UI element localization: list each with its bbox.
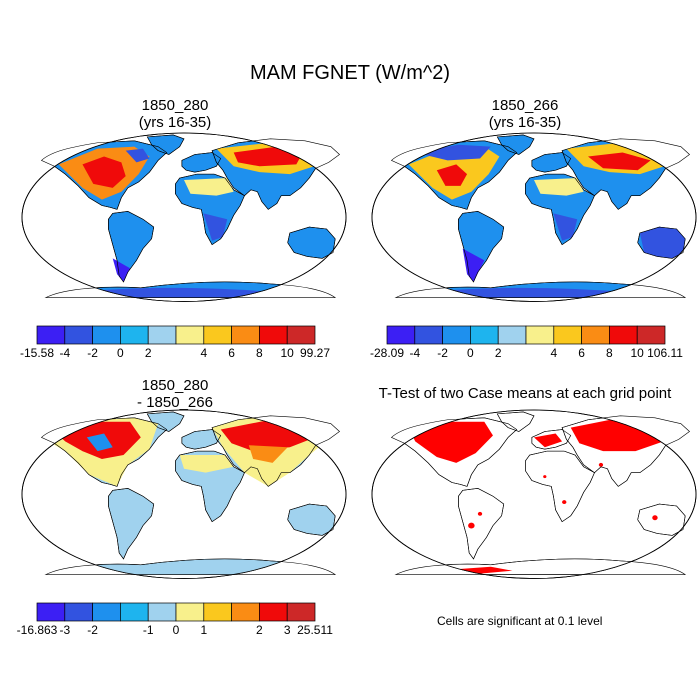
colorbar-tick-label: 8 (256, 346, 263, 360)
panel1-map (21, 132, 347, 302)
colorbar-swatch (120, 325, 149, 345)
panel4-title-line1: T-Test of two Case means at each grid po… (378, 385, 672, 402)
colorbar-tick-label: -1 (142, 623, 154, 637)
colorbar-swatch (147, 325, 177, 345)
colorbar-swatch (231, 325, 260, 345)
panel1-colorbar (36, 325, 316, 345)
colorbar-swatch (36, 602, 66, 622)
colorbar-tick-label: -3 (59, 623, 71, 637)
colorbar-tick-label: -4 (59, 346, 71, 360)
panel3-title: 1850_280 - 1850_266 (75, 377, 275, 411)
colorbar-swatch (286, 602, 316, 622)
colorbar-tick-label: -2 (87, 623, 98, 637)
panel2-map (371, 132, 697, 302)
colorbar-swatch (414, 325, 443, 345)
colorbar-tick-label: 0 (117, 346, 124, 360)
colorbar-tick-label: 0 (172, 623, 180, 637)
colorbar-tick-label: -15.58 (19, 346, 55, 360)
colorbar-swatch (64, 602, 93, 622)
colorbar-swatch (470, 325, 499, 345)
panel2-title: 1850_266 (yrs 16-35) (425, 97, 625, 131)
colorbar-tick-label: 6 (228, 346, 235, 360)
colorbar-swatch (286, 325, 316, 345)
panel4-title: T-Test of two Case means at each grid po… (350, 385, 700, 402)
colorbar-tick-label: -16.863 (16, 623, 58, 637)
colorbar-tick-label: 2 (256, 623, 263, 637)
colorbar-tick-label: -2 (87, 346, 98, 360)
colorbar-tick-label: 10 (280, 346, 294, 360)
colorbar-swatch (175, 325, 205, 345)
panel1-title: 1850_280 (yrs 16-35) (75, 97, 275, 131)
colorbar-tick-label: 4 (550, 346, 558, 360)
colorbar-swatch (36, 325, 66, 345)
colorbar-tick-label: 106.11 (647, 346, 683, 360)
panel2-title-line2: (yrs 16-35) (488, 114, 562, 131)
panel2-title-line1: 1850_266 (491, 97, 559, 114)
colorbar-swatch (231, 602, 260, 622)
panel4-map (371, 409, 697, 579)
colorbar-swatch (386, 325, 416, 345)
colorbar-swatch (259, 325, 288, 345)
panel1-title-line2: (yrs 16-35) (138, 114, 212, 131)
colorbar-swatch (64, 325, 93, 345)
colorbar-tick-label: 0 (467, 346, 474, 360)
colorbar-swatch (147, 602, 177, 622)
colorbar-tick-label: -28.09 (369, 346, 405, 360)
colorbar-tick-label: 8 (606, 346, 613, 360)
colorbar-tick-label: 10 (630, 346, 644, 360)
colorbar-tick-label: 2 (494, 346, 502, 360)
significance-note: Cells are significant at 0.1 level (437, 614, 603, 628)
colorbar-swatch (609, 325, 638, 345)
colorbar-swatch (92, 602, 121, 622)
colorbar-swatch (442, 325, 471, 345)
colorbar-tick-label: 1 (200, 623, 208, 637)
colorbar-tick-label: 3 (283, 623, 291, 637)
colorbar-tick-label: 6 (578, 346, 585, 360)
panel3-colorbar (36, 602, 316, 622)
colorbar-tick-label: 25.511 (297, 623, 333, 637)
colorbar-swatch (259, 602, 288, 622)
panel3-title-line2: - 1850_266 (137, 394, 213, 411)
panel3-map (21, 409, 347, 579)
colorbar-swatch (497, 325, 527, 345)
panel1-title-line1: 1850_280 (141, 97, 209, 114)
colorbar-swatch (120, 602, 149, 622)
colorbar-swatch (203, 325, 232, 345)
colorbar-tick-label: -2 (437, 346, 448, 360)
colorbar-swatch (553, 325, 582, 345)
colorbar-swatch (92, 325, 121, 345)
figure-title: MAM FGNET (W/m^2) (249, 62, 451, 84)
colorbar-swatch (203, 602, 232, 622)
colorbar-swatch (636, 325, 666, 345)
colorbar-swatch (581, 325, 610, 345)
colorbar-swatch (175, 602, 205, 622)
colorbar-tick-label: 4 (200, 346, 208, 360)
colorbar-tick-label: -4 (409, 346, 421, 360)
colorbar-tick-label: 99.27 (299, 346, 331, 360)
colorbar-swatch (525, 325, 555, 345)
panel2-colorbar (386, 325, 666, 345)
colorbar-tick-label: 2 (144, 346, 152, 360)
panel3-title-line1: 1850_280 (141, 377, 209, 394)
